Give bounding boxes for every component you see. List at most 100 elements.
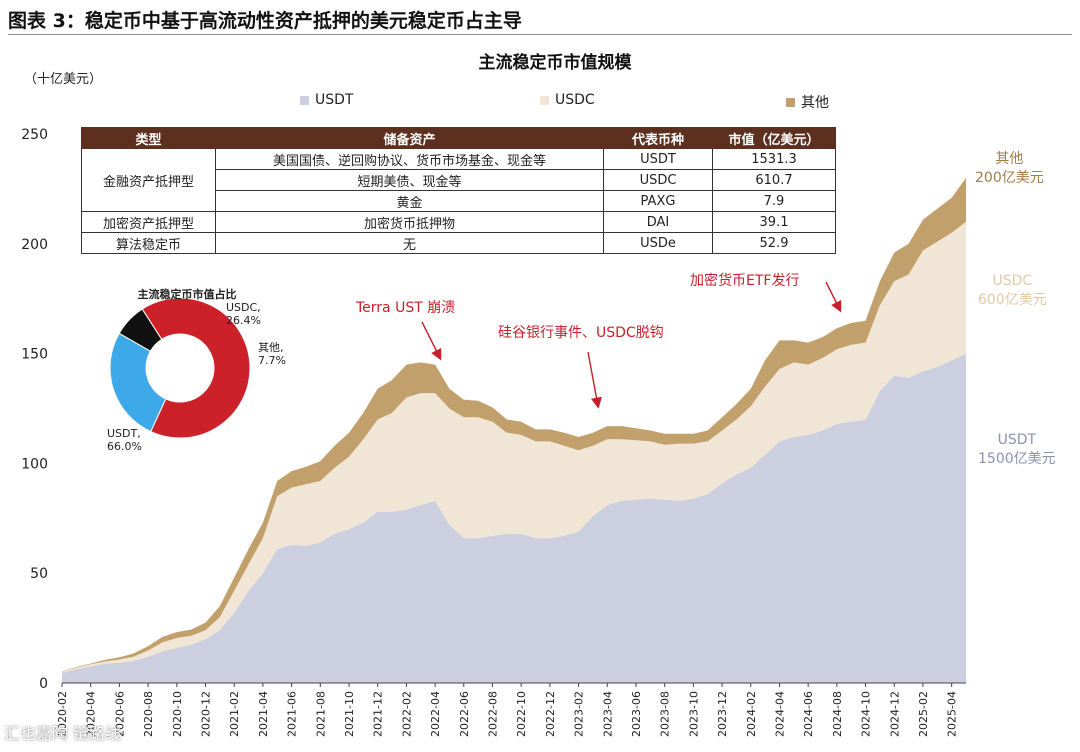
x-tick-label: 2025-02: [917, 691, 930, 737]
x-tick-label: 2023-10: [687, 691, 700, 737]
arrow-crypto-etf: [825, 281, 842, 313]
legend-swatch-other: [786, 97, 795, 107]
table-cell-value: 39.1: [712, 211, 836, 233]
table-cell-value: 610.7: [712, 169, 836, 191]
donut-label-usdt-value: 66.0%: [107, 440, 142, 453]
table-cell-reserve: 美国国债、逆回购协议、货币市场基金、现金等: [215, 148, 604, 170]
table-cell-reserve: 短期美债、现金等: [215, 169, 604, 191]
table-cell-reserve: 加密货币抵押物: [215, 211, 604, 233]
donut-label-usdt-name: USDT,: [107, 427, 141, 440]
x-tick-label: 2020-06: [113, 691, 126, 737]
table-row: 黄金 PAXG 7.9: [82, 190, 836, 212]
table-row: 短期美债、现金等 USDC 610.7: [82, 169, 836, 191]
legend-item-usdt: USDT: [300, 92, 353, 108]
figure-title: 图表 3：稳定币中基于高流动性资产抵押的美元稳定币占主导: [8, 10, 522, 32]
table-cell-value: 1531.3: [712, 148, 836, 170]
x-tick-label: 2020-04: [85, 691, 98, 737]
table-cell-value: 52.9: [712, 232, 836, 254]
x-tick-label: 2023-04: [601, 691, 614, 737]
y-tick-label: 0: [39, 676, 48, 692]
side-label-usdt: USDT 1500亿美元: [978, 431, 1056, 469]
donut-label-usdc-name: USDC,: [226, 301, 261, 314]
legend-label-other: 其他: [801, 95, 829, 111]
x-tick-label: 2024-06: [802, 691, 815, 737]
side-label-other: 其他 200亿美元: [975, 150, 1044, 188]
x-tick-label: 2023-06: [630, 691, 643, 737]
donut-label-other-name: 其他,: [258, 341, 284, 354]
x-tick-label: 2020-02: [56, 691, 69, 737]
side-label-usdt-value: 1500亿美元: [978, 451, 1056, 467]
area-layer: [62, 177, 966, 683]
side-label-usdc-value: 600亿美元: [978, 292, 1047, 308]
table-cell-coin: USDe: [603, 232, 713, 254]
table-header-coin: 代表币种: [603, 127, 713, 149]
annotation-crypto-etf: 加密货币ETF发行: [690, 273, 800, 289]
arrow-terra-ust: [421, 321, 442, 361]
legend-swatch-usdt: [300, 95, 309, 105]
title-divider: [8, 34, 1072, 35]
footer-badge: 汇也嘉陶 链路线: [4, 724, 122, 743]
legend-swatch-usdc: [540, 95, 549, 105]
x-tick-label: 2024-12: [888, 691, 901, 737]
legend-item-other: 其他: [786, 92, 829, 112]
annotation-svb-usdc-depeg: 硅谷银行事件、USDC脱钩: [498, 325, 664, 341]
side-label-usdc: USDC 600亿美元: [978, 272, 1047, 310]
side-label-other-name: 其他: [995, 151, 1024, 167]
x-tick-label: 2022-10: [515, 691, 528, 737]
legend-label-usdc: USDC: [555, 92, 595, 108]
table-header-reserve: 储备资产: [215, 127, 604, 149]
table-header-value: 市值（亿美元）: [712, 127, 836, 149]
table-cell-type: 金融资产抵押型: [81, 148, 216, 212]
x-tick-label: 2024-04: [773, 691, 786, 737]
x-tick-label: 2022-08: [486, 691, 499, 737]
table-header-row: 类型 储备资产 代表币种 市值（亿美元）: [81, 127, 836, 149]
annotation-arrows: [421, 281, 842, 409]
x-tick-label: 2024-10: [860, 691, 873, 737]
x-tick-label: 2021-12: [372, 691, 385, 737]
area-usdc: [62, 221, 966, 673]
x-tick-label: 2022-04: [429, 691, 442, 737]
x-tick-label: 2020-08: [142, 691, 155, 737]
table-cell-type: 加密资产抵押型: [81, 211, 216, 233]
donut-title: 主流稳定币市值占比: [137, 288, 237, 301]
annotation-terra-ust: Terra UST 崩溃: [356, 300, 456, 316]
table-cell-type: 算法稳定币: [81, 232, 216, 254]
y-tick-label: 50: [30, 566, 48, 582]
donut-label-other: 其他, 7.7%: [258, 341, 286, 367]
donut-label-other-value: 7.7%: [258, 354, 286, 367]
x-tick-label: 2024-08: [831, 691, 844, 737]
table-cell-coin: PAXG: [603, 190, 713, 212]
side-label-other-value: 200亿美元: [975, 170, 1044, 186]
x-tick-label: 2021-10: [343, 691, 356, 737]
donut-slice-usdc: [109, 332, 167, 433]
y-axis-unit-label: （十亿美元）: [24, 72, 103, 87]
table-cell-coin: USDT: [603, 148, 713, 170]
y-tick-label: 250: [21, 127, 48, 143]
x-tick-label: 2021-08: [314, 691, 327, 737]
area-usdt: [62, 353, 966, 683]
table-cell-reserve: 黄金: [215, 190, 604, 212]
x-tick-label: 2021-04: [257, 691, 270, 737]
donut-label-usdc-value: 26.4%: [226, 314, 261, 327]
share-donut-chart: [109, 297, 251, 439]
x-tick-label: 2023-08: [659, 691, 672, 737]
x-tick-label: 2025-04: [946, 691, 959, 737]
reserve-assets-table: 类型 储备资产 代表币种 市值（亿美元） 金融资产抵押型 美国国债、逆回购协议、…: [81, 127, 836, 254]
x-tick-label: 2020-12: [199, 691, 212, 737]
side-label-usdc-name: USDC: [992, 273, 1033, 289]
table-row: 加密资产抵押型 加密货币抵押物 DAI 39.1: [81, 211, 836, 233]
table-cell-coin: USDC: [603, 169, 713, 191]
side-label-usdt-name: USDT: [997, 432, 1037, 448]
arrow-svb: [587, 351, 602, 409]
x-tick-label: 2023-02: [573, 691, 586, 737]
x-tick-label: 2020-10: [171, 691, 184, 737]
y-tick-label: 100: [21, 456, 48, 472]
x-tick-label: 2021-06: [286, 691, 299, 737]
donut-slice-usdt: [141, 297, 251, 439]
table-row: 算法稳定币 无 USDe 52.9: [81, 232, 836, 254]
x-tick-label: 2023-12: [716, 691, 729, 737]
table-cell-coin: DAI: [603, 211, 713, 233]
legend-item-usdc: USDC: [540, 92, 595, 108]
x-tick-label: 2022-06: [458, 691, 471, 737]
